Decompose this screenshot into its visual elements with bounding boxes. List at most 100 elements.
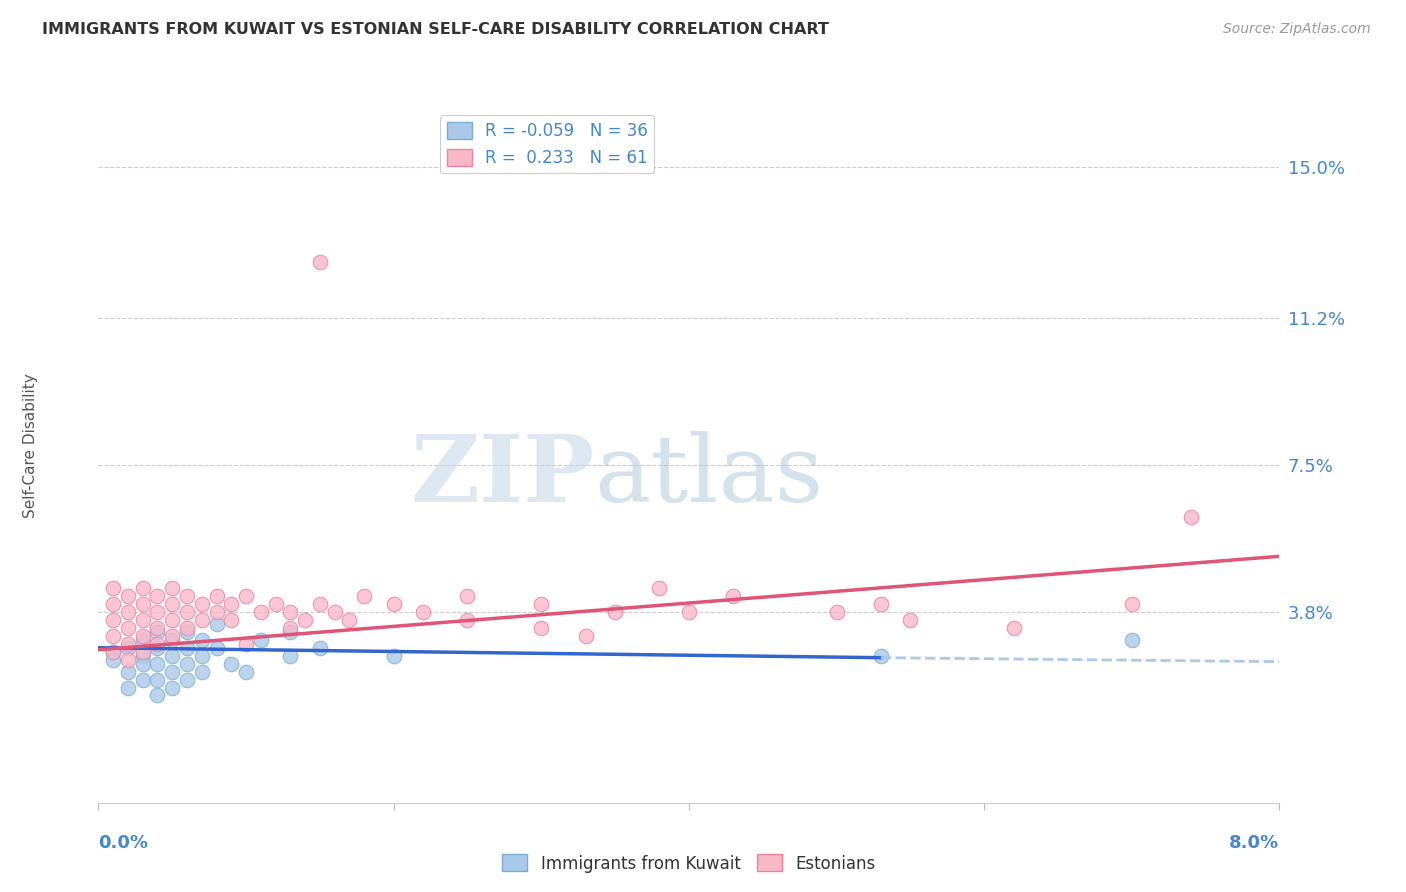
Point	[176, 657, 198, 671]
Point	[235, 589, 257, 603]
Point	[162, 648, 183, 663]
Point	[146, 673, 169, 687]
Point	[456, 613, 478, 627]
Point	[205, 589, 228, 603]
Point	[900, 613, 922, 627]
Point	[117, 637, 139, 651]
Point	[530, 597, 553, 611]
Point	[162, 613, 183, 627]
Point	[103, 581, 125, 595]
Point	[235, 665, 257, 679]
Point	[162, 632, 183, 647]
Point	[176, 640, 198, 655]
Point	[219, 657, 242, 671]
Point	[456, 589, 478, 603]
Point	[678, 605, 700, 619]
Point	[308, 255, 332, 269]
Point	[278, 624, 302, 639]
Point	[162, 665, 183, 679]
Point	[191, 648, 214, 663]
Point	[132, 673, 155, 687]
Point	[412, 605, 434, 619]
Legend: R = -0.059   N = 36, R =  0.233   N = 61: R = -0.059 N = 36, R = 0.233 N = 61	[440, 115, 654, 173]
Point	[146, 637, 169, 651]
Point	[294, 613, 316, 627]
Point	[530, 621, 553, 635]
Point	[103, 645, 125, 659]
Point	[103, 629, 125, 643]
Text: Source: ZipAtlas.com: Source: ZipAtlas.com	[1223, 22, 1371, 37]
Point	[103, 645, 125, 659]
Text: atlas: atlas	[595, 431, 824, 521]
Point	[1002, 621, 1025, 635]
Point	[825, 605, 848, 619]
Point	[278, 621, 302, 635]
Point	[648, 581, 671, 595]
Point	[176, 589, 198, 603]
Point	[132, 632, 155, 647]
Point	[162, 581, 183, 595]
Point	[146, 589, 169, 603]
Point	[146, 621, 169, 635]
Point	[132, 629, 155, 643]
Point	[191, 632, 214, 647]
Point	[117, 589, 139, 603]
Point	[176, 673, 198, 687]
Point	[162, 629, 183, 643]
Point	[191, 613, 214, 627]
Point	[176, 605, 198, 619]
Point	[264, 597, 287, 611]
Point	[103, 653, 125, 667]
Point	[869, 597, 891, 611]
Point	[132, 657, 155, 671]
Point	[103, 597, 125, 611]
Point	[205, 616, 228, 631]
Point	[146, 605, 169, 619]
Point	[250, 632, 273, 647]
Point	[146, 657, 169, 671]
Point	[132, 597, 155, 611]
Point	[353, 589, 375, 603]
Point	[146, 624, 169, 639]
Point	[382, 597, 405, 611]
Point	[382, 648, 405, 663]
Point	[132, 613, 155, 627]
Text: ZIP: ZIP	[411, 431, 595, 521]
Point	[117, 681, 139, 695]
Point	[205, 640, 228, 655]
Point	[323, 605, 346, 619]
Point	[205, 605, 228, 619]
Point	[162, 597, 183, 611]
Point	[132, 645, 155, 659]
Point	[1121, 632, 1143, 647]
Text: Self-Care Disability: Self-Care Disability	[24, 374, 38, 518]
Point	[869, 648, 891, 663]
Point	[117, 605, 139, 619]
Point	[605, 605, 627, 619]
Point	[132, 648, 155, 663]
Point	[117, 665, 139, 679]
Point	[146, 689, 169, 703]
Point	[308, 597, 332, 611]
Point	[278, 605, 302, 619]
Point	[337, 613, 360, 627]
Point	[574, 629, 596, 643]
Point	[146, 640, 169, 655]
Text: IMMIGRANTS FROM KUWAIT VS ESTONIAN SELF-CARE DISABILITY CORRELATION CHART: IMMIGRANTS FROM KUWAIT VS ESTONIAN SELF-…	[42, 22, 830, 37]
Text: 8.0%: 8.0%	[1229, 834, 1279, 852]
Legend: Immigrants from Kuwait, Estonians: Immigrants from Kuwait, Estonians	[495, 847, 883, 880]
Point	[132, 581, 155, 595]
Point	[117, 640, 139, 655]
Point	[191, 597, 214, 611]
Point	[235, 637, 257, 651]
Point	[117, 653, 139, 667]
Text: 0.0%: 0.0%	[98, 834, 149, 852]
Point	[1180, 509, 1202, 524]
Point	[308, 640, 332, 655]
Point	[278, 648, 302, 663]
Point	[176, 624, 198, 639]
Point	[162, 681, 183, 695]
Point	[176, 621, 198, 635]
Point	[103, 613, 125, 627]
Point	[250, 605, 273, 619]
